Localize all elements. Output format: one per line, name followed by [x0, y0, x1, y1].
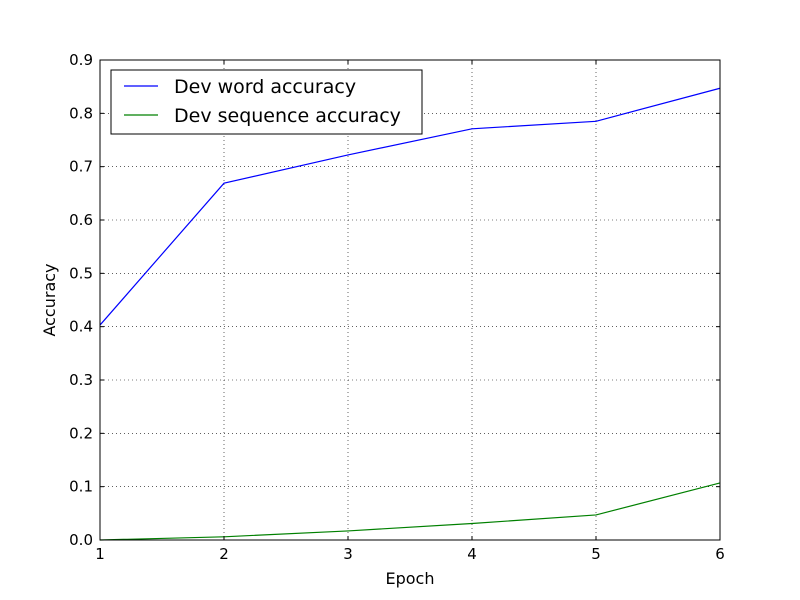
series-line-dev-sequence-accuracy: [99, 482, 721, 541]
y-tick-label: 0.9: [69, 51, 93, 69]
y-tick-label: 0.5: [69, 264, 93, 282]
y-tick-label: 0.0: [69, 531, 93, 549]
x-tick-label: 2: [219, 545, 229, 563]
x-tick-label: 6: [715, 545, 725, 563]
x-axis-label: Epoch: [386, 569, 435, 588]
y-tick-labels: 0.0 0.1 0.2 0.3 0.4 0.5 0.6 0.7 0.8 0.9: [69, 51, 93, 549]
y-tick-label: 0.2: [69, 424, 93, 442]
y-tick-label: 0.4: [69, 318, 93, 336]
legend-box: [110, 69, 423, 135]
x-tick-label: 1: [95, 545, 105, 563]
plot-frame: [99, 59, 721, 541]
legend: Dev word accuracy Dev sequence accuracy: [110, 69, 423, 135]
x-tick-label: 5: [591, 545, 601, 563]
y-axis-label: Accuracy: [40, 263, 59, 336]
series-lines: [99, 87, 721, 541]
y-tick-label: 0.1: [69, 478, 93, 496]
grid-lines: [100, 60, 720, 540]
legend-label-dev-sequence-accuracy: Dev sequence accuracy: [174, 105, 401, 127]
y-tick-label: 0.7: [69, 158, 93, 176]
series-line-dev-word-accuracy: [99, 87, 721, 326]
y-tick-label: 0.3: [69, 371, 93, 389]
y-tick-label: 0.8: [69, 104, 93, 122]
axis-ticks: [99, 59, 721, 541]
x-tick-labels: 1 2 3 4 5 6: [95, 545, 725, 563]
legend-label-dev-word-accuracy: Dev word accuracy: [174, 76, 356, 98]
y-tick-label: 0.6: [69, 211, 93, 229]
x-tick-label: 3: [343, 545, 353, 563]
x-tick-label: 4: [467, 545, 477, 563]
